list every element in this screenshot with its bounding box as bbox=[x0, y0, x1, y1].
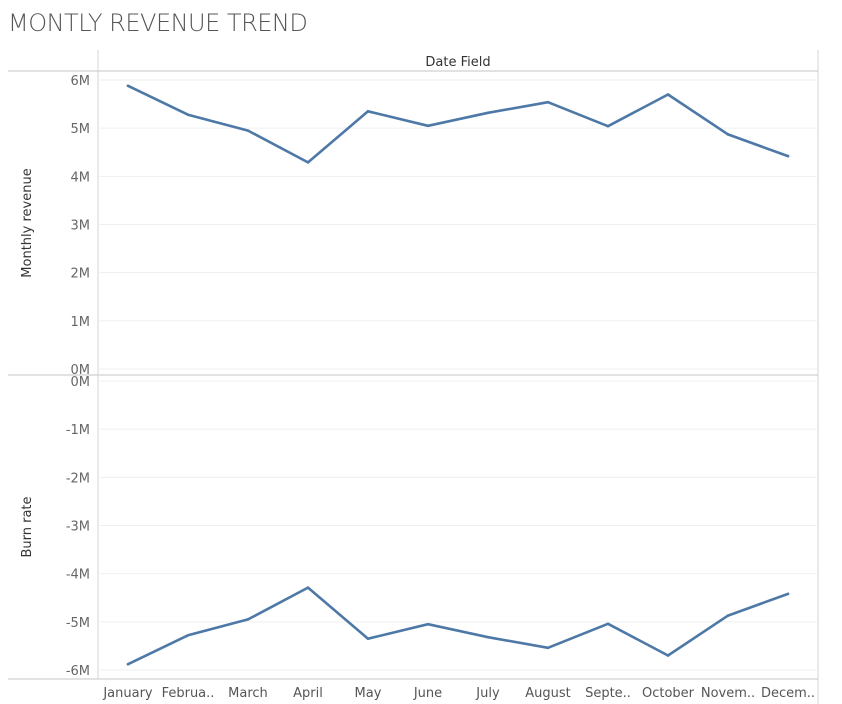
data-point bbox=[666, 654, 670, 657]
y-axis-title: Monthly revenue bbox=[20, 168, 35, 277]
x-tick-label: March bbox=[228, 686, 268, 701]
y-tick-label: -4M bbox=[66, 568, 90, 583]
data-point bbox=[666, 93, 670, 96]
data-point bbox=[606, 124, 610, 128]
page-title: MONTLY REVENUE TREND bbox=[8, 9, 308, 37]
x-tick-label: January bbox=[102, 686, 153, 701]
y-tick-label: -6M bbox=[66, 664, 90, 679]
y-tick-label: -3M bbox=[66, 520, 90, 535]
data-point bbox=[426, 622, 430, 626]
data-point bbox=[606, 622, 610, 626]
data-point bbox=[246, 618, 250, 621]
y-tick-label: 0M bbox=[71, 375, 91, 390]
y-tick-label: 1M bbox=[71, 315, 91, 330]
x-tick-label: August bbox=[525, 686, 571, 701]
data-point bbox=[546, 646, 550, 650]
y-tick-label: -2M bbox=[66, 471, 90, 486]
data-point bbox=[486, 635, 490, 639]
y-tick-label: -5M bbox=[66, 616, 90, 631]
x-tick-label: October bbox=[642, 686, 695, 701]
data-point bbox=[246, 129, 250, 132]
y-tick-label: 4M bbox=[71, 170, 91, 185]
y-tick-label: 6M bbox=[71, 74, 91, 89]
x-tick-label: Septe.. bbox=[585, 686, 631, 701]
data-point bbox=[726, 133, 730, 136]
data-point bbox=[786, 592, 790, 596]
series-line bbox=[126, 84, 790, 164]
x-tick-label: Novem.. bbox=[701, 686, 755, 701]
data-point bbox=[126, 662, 130, 666]
data-point bbox=[546, 100, 550, 104]
data-point bbox=[366, 637, 370, 640]
x-tick-label: Decem.. bbox=[761, 686, 815, 701]
data-point bbox=[306, 161, 310, 164]
x-tick-label: July bbox=[475, 686, 500, 701]
data-point bbox=[186, 634, 190, 637]
column-header: Date Field bbox=[425, 55, 490, 70]
x-tick-label: May bbox=[355, 686, 382, 701]
data-point bbox=[726, 614, 730, 617]
series-line bbox=[126, 586, 790, 666]
y-axis-title: Burn rate bbox=[20, 496, 35, 557]
data-point bbox=[186, 113, 190, 116]
y-tick-label: 5M bbox=[71, 122, 91, 137]
y-tick-label: 2M bbox=[71, 267, 91, 282]
x-tick-label: June bbox=[413, 686, 442, 701]
y-tick-label: -1M bbox=[66, 423, 90, 438]
data-point bbox=[366, 110, 370, 113]
y-tick-label: 0M bbox=[71, 363, 91, 378]
data-point bbox=[786, 154, 790, 158]
data-point bbox=[486, 111, 490, 115]
x-tick-label: Februa.. bbox=[162, 686, 215, 701]
data-point bbox=[426, 124, 430, 128]
y-tick-label: 3M bbox=[71, 219, 91, 234]
data-point bbox=[126, 84, 130, 88]
data-point bbox=[306, 586, 310, 589]
x-tick-label: April bbox=[293, 686, 323, 701]
